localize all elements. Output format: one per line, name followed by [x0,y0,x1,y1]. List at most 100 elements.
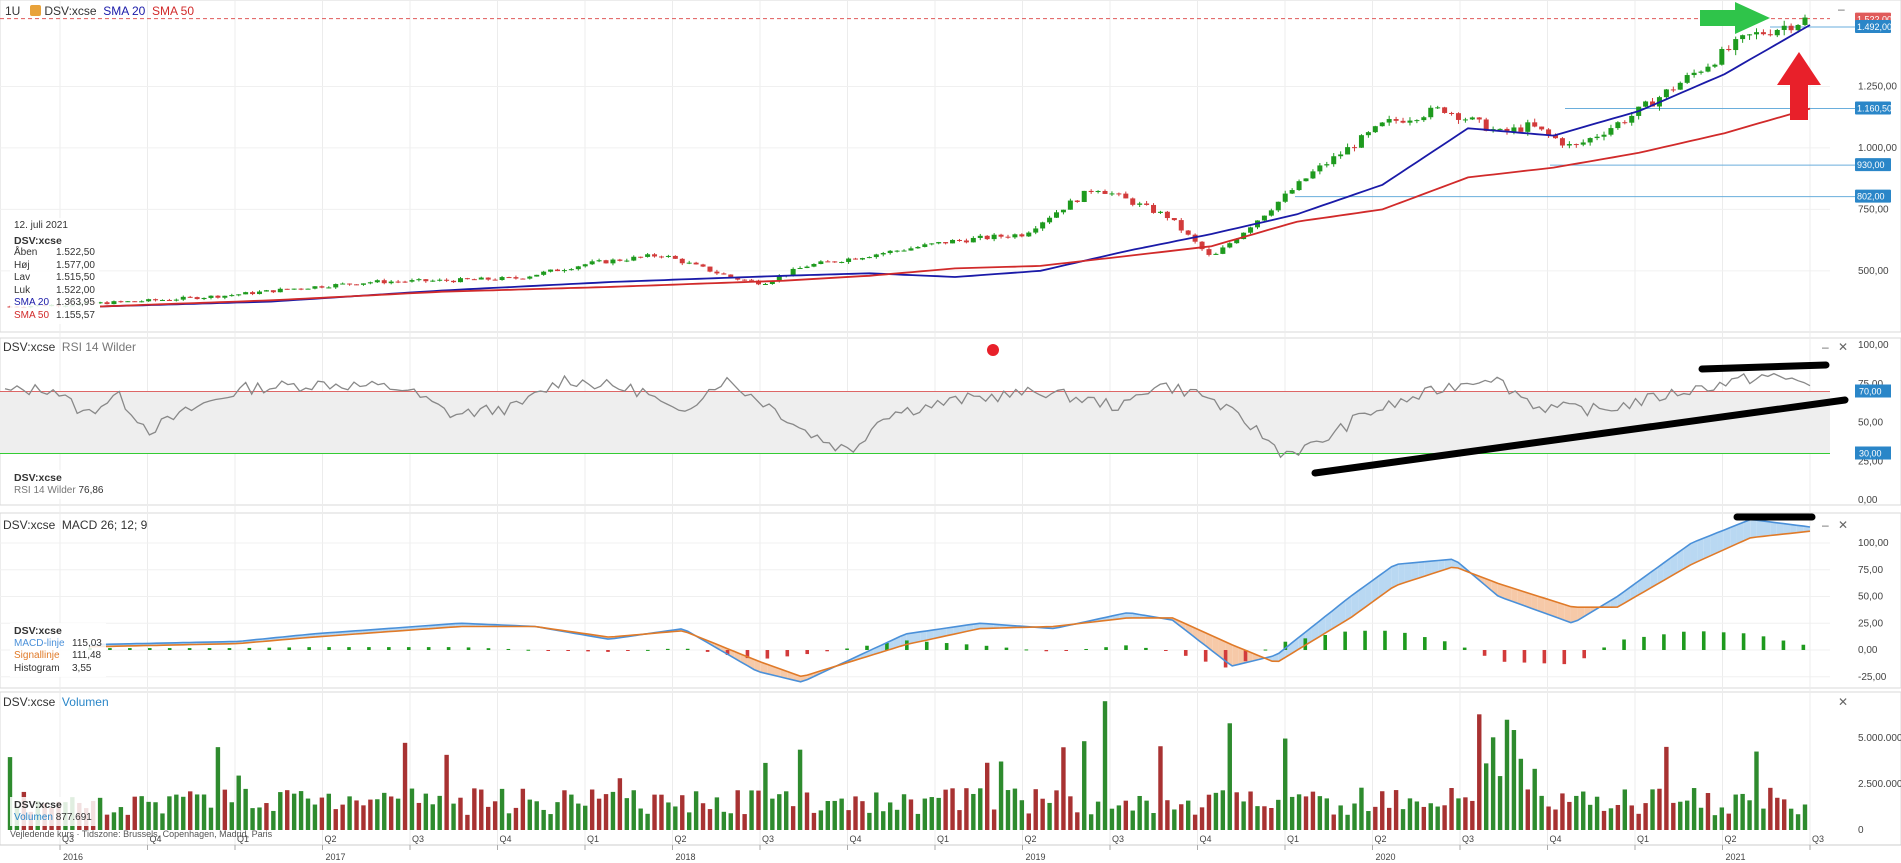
candle-up [1033,228,1039,233]
volume-title[interactable]: Volumen [61,695,109,709]
green-arrow-annotation [1700,2,1770,34]
volume-bar-up [1684,800,1690,830]
candle-down [679,258,685,264]
volume-bar-up [1761,808,1766,830]
volume-bar-up [298,791,304,830]
volume-bar-up [1227,723,1232,830]
volume-bar-up [1608,808,1614,830]
macd-histogram-bar [606,650,610,652]
volume-bar-down [1026,813,1031,830]
volume-bar-up [430,804,435,830]
volume-bar-up [624,798,630,830]
rsi-title[interactable]: RSI 14 Wilder [61,340,136,354]
volume-bar-down [472,788,477,830]
macd-fill [1537,596,1545,614]
macd-fill [1125,612,1133,619]
main-minimize-icon[interactable]: – [1838,2,1845,16]
volume-close-icon[interactable]: ✕ [1838,695,1849,709]
candle-up [1275,201,1281,211]
candle-up [139,301,145,303]
candle-up [125,301,131,303]
macd-fill [1345,595,1352,622]
volume-bar-up [721,811,727,830]
candle-up [1157,211,1163,213]
macd-fill [1504,585,1512,602]
candle-up [1407,120,1413,123]
volume-bar-up [111,812,117,830]
volume-bar-down [361,805,366,830]
candle-up [991,234,997,240]
macd-histogram-bar [526,649,531,651]
candle-up [173,299,179,301]
candle-up [478,277,484,280]
volume-bar-down [659,794,664,830]
macd-fill [1736,522,1744,544]
macd-info-box: DSV:xcse MACD-linje 115,03 Signallinje 111… [10,623,106,677]
candle-down [1573,144,1579,146]
volume-bar-down [520,788,526,830]
macd-fill [1756,520,1764,537]
sma50-label[interactable]: SMA 50 [151,4,195,18]
rsi-close-icon[interactable]: ✕ [1838,340,1849,354]
volume-bar-up [278,792,283,830]
candle-down [1670,89,1676,91]
macd-histogram-bar [1582,650,1587,659]
volume-header: DSV:xcse Volumen [3,695,109,709]
rsi-top-annotation [1698,361,1830,373]
volume-bar-down [416,802,422,830]
volume-bar-down [285,790,290,830]
interval-label[interactable]: 1U [5,4,21,18]
candle-up [305,288,311,290]
volume-bar-up [638,808,643,830]
candle-up [880,253,886,255]
macd-title[interactable]: MACD 26; 12; 9 [61,518,148,532]
candle-up [929,243,935,245]
x-quarter-label: Q1 [587,834,599,844]
candle-down [742,279,748,281]
volume-bar-down [846,810,851,830]
volume-bar-up [763,762,768,830]
candle-up [416,279,422,281]
volume-bar-up [174,794,179,830]
candle-up [1421,117,1427,121]
x-year-label: 2020 [1376,852,1396,862]
macd-close-icon[interactable]: ✕ [1838,518,1849,532]
volume-bar-up [1109,808,1115,830]
candle-down [825,261,831,263]
rsi-symbol: DSV:xcse [3,340,56,354]
volume-bar-up [1255,806,1260,830]
rsi-tick-label: 0,00 [1858,495,1878,506]
symbol-label[interactable]: DSV:xcse [44,4,97,18]
volume-bar-down [319,797,325,830]
candle-down [1074,200,1080,202]
sma20-label[interactable]: SMA 20 [103,4,146,18]
volume-bar-up [1324,798,1329,830]
macd-minimize-icon[interactable]: – [1822,518,1829,532]
price-axis-label: 930,00 [1857,160,1885,170]
volume-bar-down [964,788,969,830]
volume-bar-up [409,788,415,830]
volume-bar-down [132,796,137,830]
x-quarter-label: Q3 [1112,834,1124,844]
volume-bar-down [1705,793,1711,830]
volume-bar-down [458,797,463,830]
volume-bar-up [1504,719,1510,830]
volume-bar-down [1075,812,1080,830]
macd-fill [1438,559,1445,572]
macd-histogram-bar [1662,634,1666,650]
macd-histogram-bar [1044,650,1049,652]
price-axis-label: 1.522,00 [1857,15,1892,25]
candle-down [714,271,720,274]
rsi-minimize-icon[interactable]: – [1822,340,1829,354]
volume-bar-up [423,793,429,830]
sma50-line [99,107,1811,308]
candle-up [645,254,651,257]
macd-histogram-bar [1263,649,1268,651]
candle-down [1539,126,1545,130]
volume-bar-up [901,794,907,830]
candle-up [922,244,928,247]
candle-up [1580,142,1586,145]
macd-histogram-bar [1203,650,1208,662]
macd-histogram-bar [1223,650,1228,668]
macd-tick-label: 100,00 [1858,538,1889,549]
